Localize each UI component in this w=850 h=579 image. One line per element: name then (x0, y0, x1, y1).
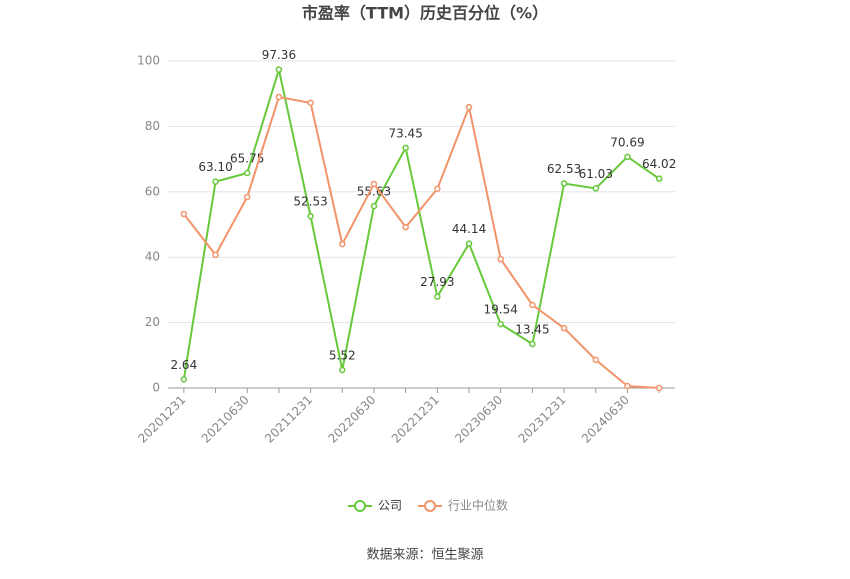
data-point (497, 320, 504, 328)
data-point (275, 66, 283, 73)
data-point (434, 185, 441, 193)
data-point (560, 180, 568, 187)
data-point (529, 340, 536, 348)
data-label: 73.45 (388, 126, 422, 140)
data-label: 5.52 (329, 348, 356, 362)
data-point (434, 293, 441, 300)
data-point (529, 301, 536, 309)
data-point (370, 180, 378, 188)
data-point (624, 153, 631, 161)
data-label: 65.75 (230, 151, 264, 165)
data-point (370, 202, 378, 210)
x-tick-label: 20211231 (262, 393, 315, 446)
chart-title: 市盈率（TTM）历史百分位（%） (302, 4, 548, 23)
y-tick-label: 40 (145, 250, 160, 264)
x-tick-label: 20231231 (516, 393, 569, 446)
data-point (275, 93, 283, 101)
x-tick-label: 20210630 (199, 393, 252, 446)
data-point (307, 99, 314, 107)
data-label: 2.64 (170, 358, 197, 372)
data-label: 44.14 (452, 222, 486, 236)
data-point (465, 103, 473, 111)
data-point (402, 144, 409, 152)
legend-marker (354, 500, 366, 512)
data-label: 13.45 (515, 323, 549, 337)
data-label: 27.93 (420, 275, 454, 289)
data-point (592, 185, 600, 192)
data-point (624, 382, 631, 390)
y-tick-label: 80 (145, 119, 160, 133)
data-point (497, 255, 504, 263)
x-tick-label: 20201231 (135, 393, 188, 446)
data-point (243, 193, 251, 201)
data-point (655, 384, 663, 392)
series-line (182, 65, 660, 380)
data-point (180, 376, 188, 383)
data-point (307, 212, 314, 220)
data-label: 97.36 (262, 48, 296, 62)
data-point (180, 210, 188, 218)
y-tick-label: 100 (137, 54, 160, 68)
data-point (592, 356, 600, 364)
y-tick-label: 60 (145, 184, 160, 198)
data-label: 52.53 (293, 195, 327, 209)
legend-label: 行业中位数 (448, 498, 508, 513)
data-label: 62.53 (547, 162, 581, 176)
data-point (560, 324, 568, 332)
source-note: 数据来源：恒生聚源 (366, 548, 483, 563)
data-label: 61.03 (579, 167, 613, 181)
x-tick-label: 20220630 (325, 393, 378, 446)
data-point (212, 251, 219, 259)
legend-marker (424, 500, 437, 512)
data-point (402, 223, 409, 231)
data-label: 63.10 (198, 160, 232, 174)
data-point (212, 178, 219, 185)
series-line (183, 95, 660, 389)
data-point (465, 240, 473, 247)
data-point (339, 366, 346, 374)
data-point (655, 175, 663, 182)
data-label: 19.54 (484, 303, 518, 317)
x-tick-label: 20240630 (579, 393, 632, 446)
y-tick-label: 0 (152, 381, 160, 395)
data-label: 64.02 (642, 157, 676, 171)
data-label: 70.69 (610, 135, 644, 149)
data-point (339, 240, 346, 248)
data-point (243, 169, 251, 177)
x-tick-label: 20221231 (389, 393, 442, 446)
legend-label: 公司 (378, 499, 402, 513)
x-tick-label: 20230630 (452, 393, 505, 446)
y-tick-label: 20 (145, 315, 160, 329)
